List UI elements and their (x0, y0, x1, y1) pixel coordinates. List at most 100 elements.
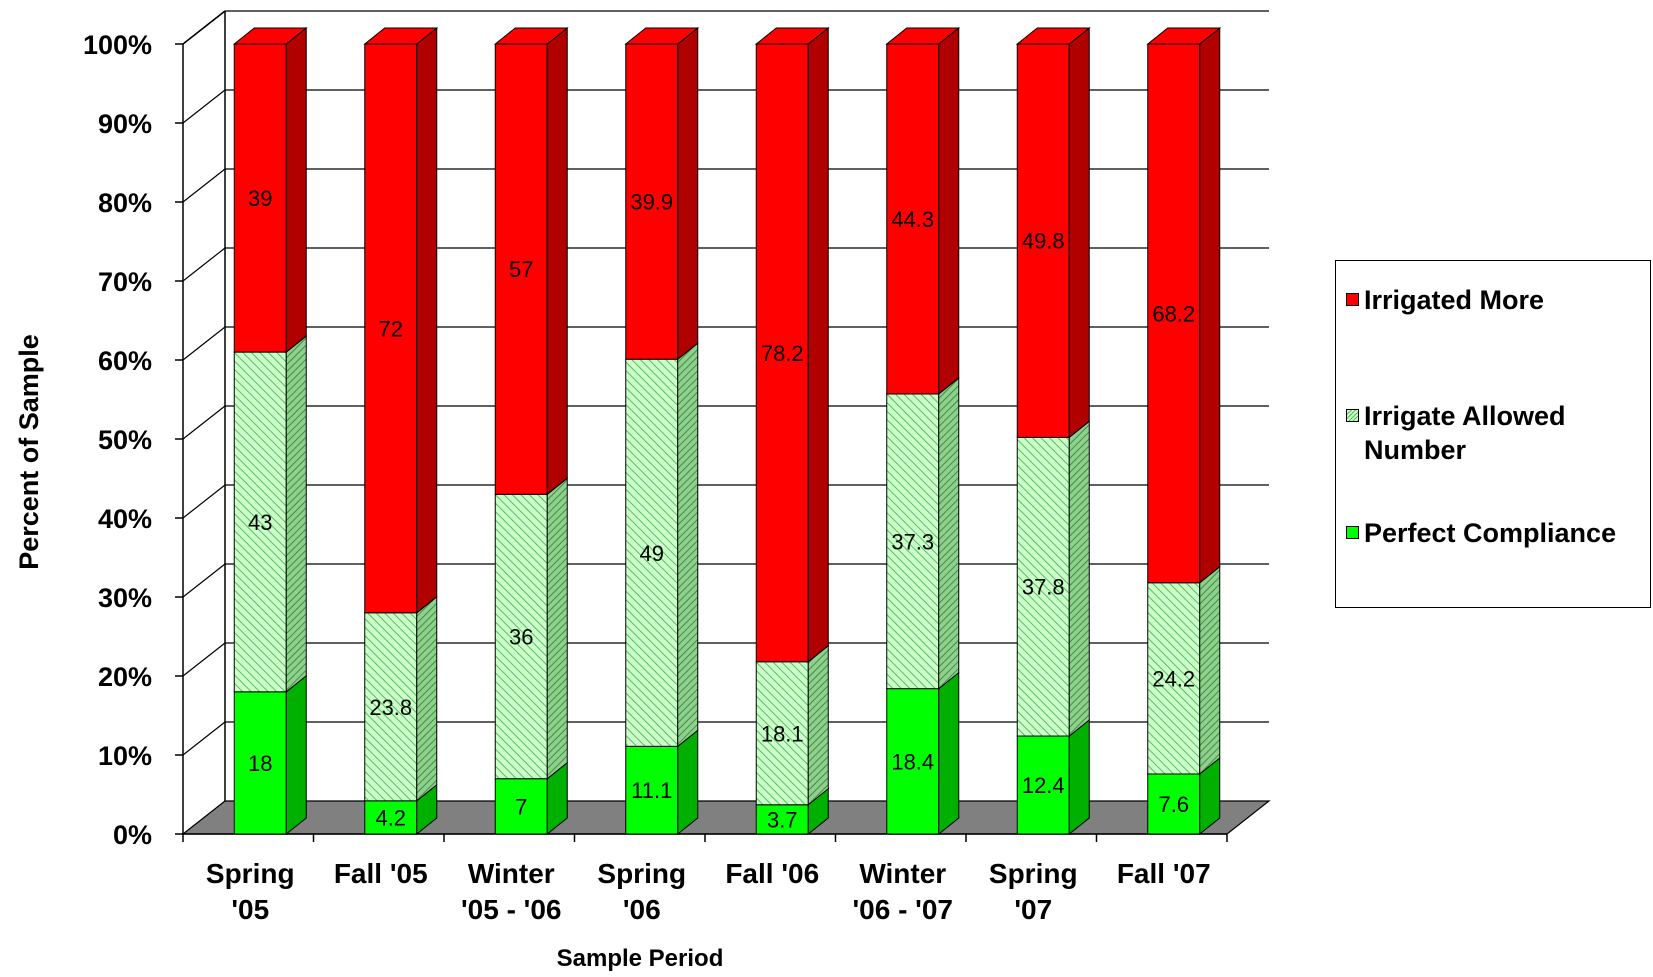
bar-perfect-compliance (755, 804, 809, 835)
legend-swatch-irrigated-more (1346, 293, 1359, 306)
bar-stack-fall-06: 3.7 18.1 78.2 (754, 26, 830, 836)
bar-side-irrigate-allowed-number (1199, 565, 1221, 776)
data-label-irrigated-more: 57 (509, 257, 533, 282)
bar-top-irrigated-more (232, 27, 308, 45)
chart-walls (181, 10, 1271, 835)
legend-item-perfect-compliance: Perfect Compliance (1346, 516, 1644, 550)
bar-perfect-compliance (364, 800, 418, 835)
legend-label: Irrigate Allowed Number (1364, 401, 1566, 465)
data-label-irrigate-allowed-number: 18.1 (761, 721, 804, 746)
bar-side-irrigate-allowed-number (546, 477, 568, 780)
gridline-diagonal (182, 168, 226, 203)
bar-side-irrigated-more (938, 26, 960, 396)
legend-swatch-perfect-compliance (1346, 526, 1359, 539)
y-tick-label: 70% (98, 267, 152, 297)
x-tick-label-line: '06 (623, 894, 661, 925)
chart-floor (181, 800, 1271, 835)
y-tick-label: 50% (98, 425, 152, 455)
x-tick-label-line: '06 - '07 (853, 894, 954, 925)
y-tick-label: 60% (98, 346, 152, 376)
bar-side-perfect-compliance (938, 671, 960, 836)
data-label-perfect-compliance: 4.2 (375, 805, 406, 830)
legend-item-irrigated-more: Irrigated More (1346, 283, 1644, 317)
bar-side-irrigated-more (546, 26, 568, 496)
data-label-irrigated-more: 44.3 (891, 207, 934, 232)
x-tick-label: Winter '06 - '07 (853, 858, 954, 925)
bar-side-perfect-compliance (677, 729, 699, 836)
gridline-diagonal (182, 247, 226, 282)
y-tick-label: 0% (113, 820, 152, 850)
gridline-diagonal (182, 405, 226, 440)
bar-stack-fall-05: 4.2 23.8 72 (363, 26, 439, 836)
bar-irrigate-allowed-number (755, 661, 809, 806)
x-tick-label: Winter '05 - '06 (461, 858, 562, 925)
bar-top-irrigated-more (754, 27, 830, 45)
bar-stack-spring-05: 18 43 39 (232, 26, 308, 836)
bar-top-irrigated-more (1015, 27, 1091, 45)
legend-label: Irrigated More (1364, 285, 1545, 315)
data-label-irrigated-more: 72 (379, 316, 403, 341)
bar-side-perfect-compliance (1068, 718, 1090, 836)
bar-stack-spring-07: 12.4 37.8 49.8 (1015, 26, 1091, 836)
data-label-irrigate-allowed-number: 49 (640, 541, 664, 566)
bar-irrigated-more (886, 43, 940, 395)
x-tick-label: Fall '05 (334, 858, 428, 889)
bar-top-irrigated-more (493, 27, 569, 45)
bar-irrigate-allowed-number (625, 358, 679, 747)
bar-perfect-compliance (1147, 773, 1201, 835)
bar-side-irrigate-allowed-number (285, 335, 307, 693)
data-label-perfect-compliance: 11.1 (631, 778, 672, 803)
bars: 18 43 39 4.2 23.8 72 7 36 57 11.1 49 39.9 3.7 18.1 78.… (232, 26, 1222, 836)
legend: Irrigated More Irrigate Allowed Number P… (1335, 260, 1651, 608)
x-tick-label-line: Winter (468, 858, 555, 889)
x-tick-label-line: Fall '07 (1117, 858, 1211, 889)
gridline-diagonal (182, 563, 226, 598)
y-tick-label: 90% (98, 109, 152, 139)
data-label-perfect-compliance: 12.4 (1022, 773, 1065, 798)
bar-side-irrigated-more (416, 26, 438, 614)
data-label-irrigate-allowed-number: 43 (248, 510, 272, 535)
legend-item-irrigate-allowed-number: Irrigate Allowed Number (1346, 399, 1644, 467)
bar-side-irrigate-allowed-number (807, 644, 829, 806)
gridline-diagonal (182, 721, 226, 756)
data-label-irrigated-more: 68.2 (1152, 301, 1195, 326)
data-label-perfect-compliance: 7.6 (1158, 792, 1189, 817)
data-label-perfect-compliance: 7 (515, 794, 527, 819)
bar-stack-spring-06: 11.1 49 39.9 (624, 26, 700, 836)
x-tick-label: Spring '06 (597, 858, 686, 925)
data-label-irrigate-allowed-number: 23.8 (369, 695, 412, 720)
data-label-irrigate-allowed-number: 24.2 (1152, 666, 1195, 691)
legend-swatch-irrigate-allowed-number (1346, 409, 1359, 422)
x-tick-label: Spring '05 (206, 858, 295, 925)
data-label-irrigated-more: 49.8 (1022, 229, 1065, 254)
x-tick-label-line: Fall '06 (725, 858, 819, 889)
x-tick-label: Fall '06 (725, 858, 819, 889)
x-tick-label: Fall '07 (1117, 858, 1211, 889)
gridline-diagonal (182, 642, 226, 677)
x-axis-title: Sample Period (557, 945, 724, 972)
bar-side-irrigate-allowed-number (677, 342, 699, 748)
bar-top-irrigated-more (624, 27, 700, 45)
bar-side-irrigated-more (807, 26, 829, 663)
bar-irrigated-more (364, 43, 418, 614)
bar-irrigated-more (625, 43, 679, 360)
gridlines (175, 10, 1269, 842)
legend-label: Perfect Compliance (1364, 518, 1617, 548)
gridline-diagonal (182, 10, 226, 45)
bar-perfect-compliance (1016, 735, 1070, 835)
bar-irrigate-allowed-number (233, 351, 287, 693)
bar-side-irrigate-allowed-number (416, 595, 438, 802)
gridline-diagonal (182, 326, 226, 361)
bar-stack-winter-06-07: 18.4 37.3 44.3 (885, 26, 961, 836)
x-tick-label-line: Fall '05 (334, 858, 428, 889)
bar-top-irrigated-more (1146, 27, 1222, 45)
data-label-perfect-compliance: 18 (248, 751, 272, 776)
bar-top-irrigated-more (363, 27, 439, 45)
bar-side-irrigated-more (1068, 26, 1090, 439)
bar-side-irrigated-more (677, 26, 699, 361)
bar-side-irrigate-allowed-number (938, 376, 960, 690)
y-tick-label: 80% (98, 188, 152, 218)
x-tick-label: Spring '07 (989, 858, 1078, 925)
bar-perfect-compliance (494, 778, 548, 835)
